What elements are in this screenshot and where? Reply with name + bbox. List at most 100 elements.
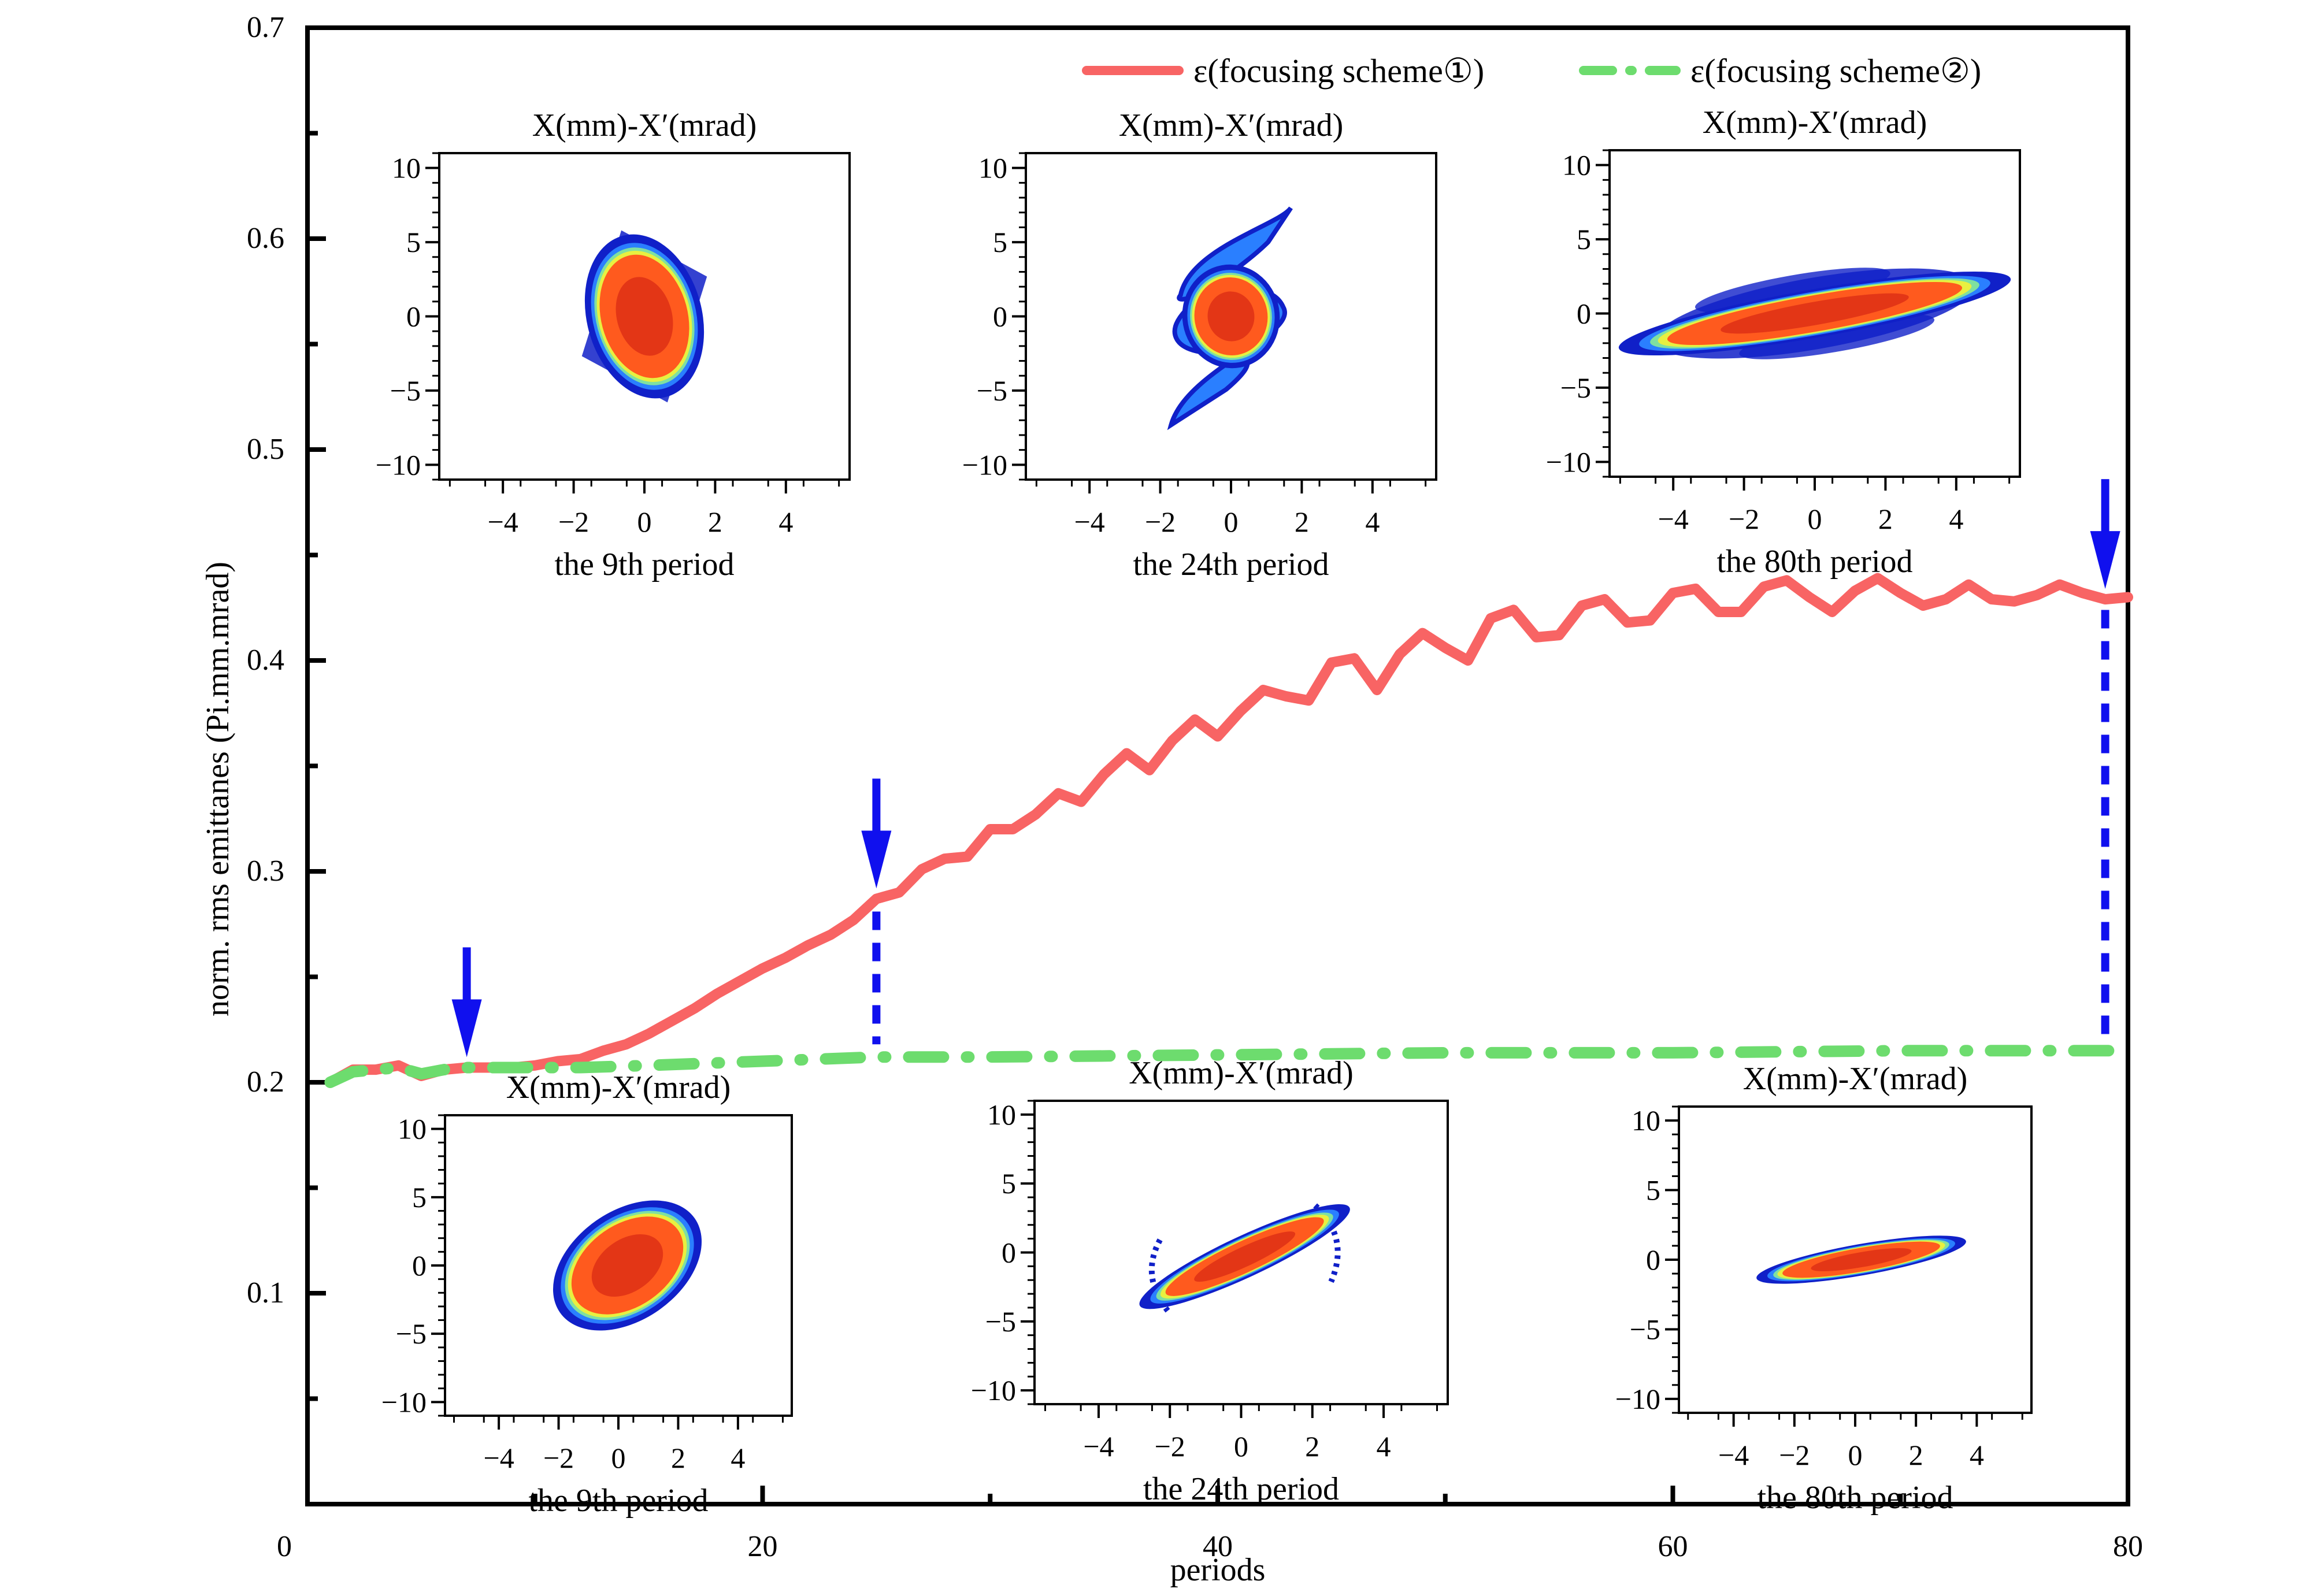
inset-x-tick-label: 0 (611, 1442, 626, 1474)
density-contour (1811, 1248, 1912, 1271)
inset-x-tick-label: 0 (1848, 1439, 1863, 1471)
y-tick-label: 0.4 (247, 644, 284, 677)
y-tick-label: 0.6 (247, 222, 284, 255)
spiral-arm (1739, 314, 1935, 359)
main-axes: 0.10.20.30.40.50.60.70 20 40 60 80 (247, 11, 2143, 1563)
inset-title: X(mm)-X′(mrad) (1119, 107, 1344, 143)
inset-x-tick-label: 4 (731, 1442, 745, 1474)
inset-x-tick-label: −2 (1145, 506, 1176, 538)
density-distribution (1167, 206, 1293, 430)
density-contour (1194, 1231, 1296, 1282)
inset-y-tick-label: −5 (985, 1305, 1016, 1338)
annotation-layer (451, 479, 2120, 1057)
inset-y-tick-label: −10 (971, 1374, 1016, 1406)
density-contour (616, 277, 673, 356)
arrow-shaft (872, 778, 881, 837)
inset-y-tick-label: −10 (1546, 446, 1591, 478)
inset-y-tick-label: −5 (396, 1317, 427, 1350)
inset-y-tick-label: 5 (412, 1181, 427, 1213)
inset-y-tick-label: −5 (390, 374, 421, 407)
inset-y-tick-label: 0 (993, 300, 1007, 333)
y-tick-label: 0.5 (247, 433, 284, 466)
inset-y-tick-label: 5 (1002, 1167, 1016, 1200)
inset-layer: X(mm)-X′(mrad) 10 5 0 −5 −10 −4 −2 0 2 4 the 9th pe… (376, 105, 2033, 1519)
y-tick-label: 0.7 (247, 11, 284, 44)
inset-x-tick-label: 2 (1878, 503, 1893, 535)
inset-x-tick-label: 2 (671, 1442, 685, 1474)
density-distribution (1139, 1203, 1350, 1313)
density-contour (1207, 291, 1255, 342)
inset-y-tick-label: 5 (1577, 223, 1591, 255)
inset-x-tick-label: 2 (1909, 1439, 1923, 1471)
inset-x-tick-label: −2 (543, 1442, 574, 1474)
inset-x-tick-label: 4 (1365, 506, 1380, 538)
inset-title: X(mm)-X′(mrad) (506, 1070, 731, 1105)
inset-x-tick-label: −4 (488, 506, 518, 538)
y-tick-label: 0.2 (247, 1066, 284, 1098)
density-distribution (553, 1200, 702, 1331)
inset-x-tick-label: 2 (1305, 1430, 1319, 1463)
inset-y-tick-label: 5 (1646, 1174, 1660, 1207)
inset-y-tick-label: −10 (381, 1386, 427, 1418)
inset-x-tick-label: −4 (1658, 503, 1689, 535)
inset-y-tick-label: 0 (406, 300, 421, 333)
phase-space-inset: X(mm)-X′(mrad) 10 5 0 −5 −10 −4 −2 0 2 4 the 24th p… (962, 107, 1437, 582)
density-distribution (1618, 268, 2011, 359)
inset-x-tick-label: 4 (1949, 503, 1963, 535)
inset-caption: the 24th period (1143, 1471, 1339, 1507)
period-marker-arrow (451, 947, 482, 1057)
density-contour (1721, 293, 1909, 334)
inset-y-tick-label: 10 (1632, 1104, 1660, 1137)
density-distribution (581, 230, 707, 403)
inset-y-tick-label: −5 (1560, 372, 1591, 404)
inset-title: X(mm)-X′(mrad) (1129, 1055, 1354, 1091)
arrow-shaft (462, 947, 471, 1005)
series-scheme2-line (324, 1045, 2134, 1088)
inset-x-tick-label: −2 (1155, 1430, 1185, 1463)
inset-caption: the 9th period (528, 1483, 708, 1519)
inset-y-tick-label: −10 (376, 448, 421, 481)
inset-y-tick-label: −5 (977, 374, 1007, 407)
inset-y-tick-label: 10 (978, 152, 1007, 184)
inset-caption: the 9th period (554, 547, 734, 582)
y-tick-label: 0.1 (247, 1276, 284, 1309)
inset-y-tick-label: 5 (406, 226, 421, 258)
inset-x-tick-label: −2 (1779, 1439, 1810, 1471)
inset-x-tick-label: 0 (1808, 503, 1822, 535)
arrow-head-icon (451, 999, 482, 1057)
inset-y-tick-label: 10 (398, 1113, 427, 1145)
inset-y-tick-label: 10 (1562, 149, 1591, 181)
inset-x-tick-label: −4 (1074, 506, 1105, 538)
x-tick-label: 40 (1203, 1530, 1233, 1563)
inset-x-tick-label: 2 (1295, 506, 1309, 538)
inset-y-tick-label: 10 (987, 1098, 1016, 1131)
inset-y-tick-label: 0 (1646, 1244, 1660, 1276)
x-tick-label: 0 (277, 1530, 292, 1563)
x-tick-label: 60 (1658, 1530, 1688, 1563)
inset-x-tick-label: 4 (1970, 1439, 1984, 1471)
inset-title: X(mm)-X′(mrad) (532, 107, 757, 143)
inset-x-tick-label: 4 (778, 506, 793, 538)
arrow-head-icon (2090, 531, 2120, 589)
inset-y-tick-label: 5 (993, 226, 1007, 258)
inset-y-tick-label: −5 (1630, 1313, 1660, 1345)
inset-caption: the 24th period (1133, 547, 1329, 582)
period-marker-arrow (2090, 479, 2120, 1038)
inset-y-tick-label: 0 (1002, 1237, 1016, 1269)
inset-y-tick-label: −10 (1615, 1383, 1660, 1415)
density-contour (591, 1234, 663, 1297)
legend: ε(focusing scheme①) ε(focusing scheme②) (1082, 52, 1981, 90)
x-axis-title: periods (1170, 1552, 1266, 1588)
inset-x-tick-label: −4 (1083, 1430, 1114, 1463)
inset-x-tick-label: 2 (708, 506, 722, 538)
legend-label-scheme2: ε(focusing scheme②) (1690, 52, 1981, 90)
series-layer (324, 573, 2134, 1088)
y-tick-label: 0.3 (247, 855, 284, 888)
arrow-shaft (2101, 479, 2109, 537)
series-scheme1-line (325, 573, 2133, 1087)
inset-title: X(mm)-X′(mrad) (1743, 1061, 1968, 1097)
period-marker-arrow (861, 778, 892, 1045)
inset-x-tick-label: −4 (484, 1442, 514, 1474)
inset-caption: the 80th period (1757, 1480, 1953, 1516)
